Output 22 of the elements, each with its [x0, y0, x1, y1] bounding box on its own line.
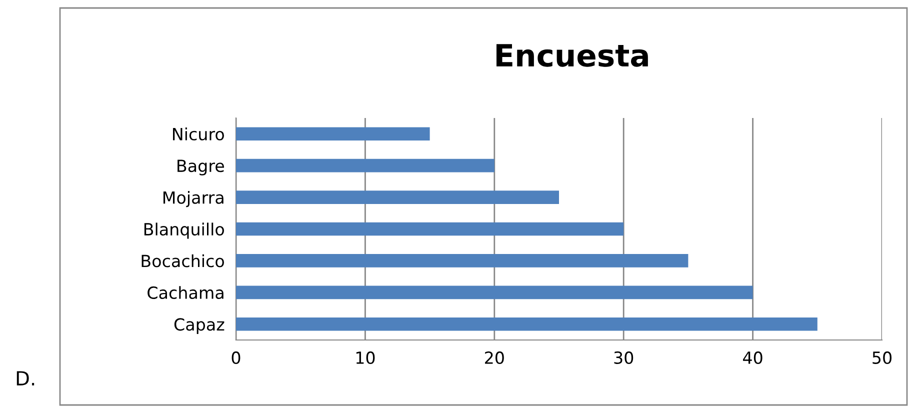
bar [236, 127, 430, 141]
y-tick-label: Blanquillo [144, 222, 224, 239]
x-tick-label: 20 [485, 351, 504, 364]
y-tick-label: Capaz [174, 318, 224, 334]
y-tick-label: Bagre [178, 160, 224, 176]
y-tick-label: Nicuro [173, 128, 224, 140]
chart-title: Encuesta [496, 44, 648, 67]
text: D. [16, 371, 34, 386]
bar [236, 286, 753, 300]
bar [236, 222, 624, 236]
x-tick-label: 0 [232, 351, 240, 364]
x-tick-label: 50 [872, 351, 892, 364]
y-tick-label: Cachama [148, 286, 224, 299]
x-tick-label: 30 [614, 351, 634, 364]
bar [236, 190, 559, 204]
x-tick-label: 10 [356, 351, 375, 364]
bar [236, 158, 494, 172]
bar [236, 317, 818, 331]
x-tick-label: 40 [743, 351, 762, 364]
y-tick-label: Bocachico [142, 254, 224, 268]
y-tick-label: Mojarra [163, 190, 224, 208]
bar [236, 254, 688, 268]
